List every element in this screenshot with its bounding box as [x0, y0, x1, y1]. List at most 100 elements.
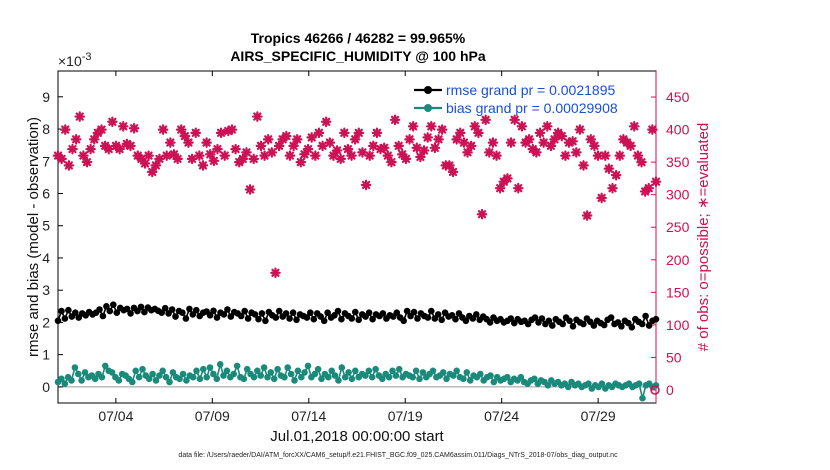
evaluated-point: [346, 150, 357, 161]
evaluated-point: [125, 140, 136, 152]
bias-point: [91, 375, 99, 383]
bias-point: [328, 367, 336, 375]
rmse-point: [590, 322, 598, 329]
bias-point: [338, 364, 346, 371]
bias-point: [179, 370, 187, 378]
bias-point: [61, 380, 69, 388]
evaluated-point: [462, 147, 473, 158]
bias-point: [243, 365, 251, 373]
bias-point: [159, 367, 166, 375]
legend-rmse-label: rmse grand pr = 0.0021895: [446, 82, 615, 98]
evaluated-point: [436, 124, 448, 135]
bias-point: [639, 394, 646, 402]
evaluated-point: [273, 140, 285, 152]
bias-point: [379, 375, 386, 383]
evaluated-point: [603, 163, 615, 174]
evaluated-point: [96, 124, 107, 135]
bias-point: [325, 373, 332, 381]
evaluated-point: [596, 192, 607, 204]
evaluated-point: [194, 150, 205, 161]
rmse-point: [251, 311, 259, 318]
evaluated-point: [505, 137, 517, 148]
evaluated-point: [172, 153, 183, 165]
rmse-point: [286, 315, 293, 322]
bias-point: [176, 375, 183, 383]
evaluated-point: [444, 160, 455, 171]
bias-point: [216, 361, 224, 368]
evaluated-point: [306, 132, 317, 143]
rmse-point: [628, 324, 636, 331]
bias-point: [477, 370, 484, 378]
rmse-point: [545, 317, 553, 325]
bias-point: [348, 375, 356, 383]
evaluated-point: [212, 143, 223, 155]
y-left-tick-label: 3: [42, 282, 50, 298]
bias-point: [544, 382, 552, 389]
rmse-point: [182, 315, 190, 322]
evaluated-point: [154, 153, 165, 165]
evaluated-point: [578, 160, 589, 171]
bias-point: [156, 372, 163, 379]
evaluated-point: [284, 150, 296, 161]
evaluated-series: [52, 111, 662, 279]
bias-point: [487, 372, 494, 379]
rmse-point: [210, 307, 217, 315]
bias-point: [210, 370, 217, 378]
y-right-tick-label: 400: [666, 122, 690, 138]
y-axis-right: 0 50 100 150 200 250 300 350 400 450: [651, 71, 690, 403]
rmse-point: [293, 316, 300, 324]
rmse-point: [289, 309, 297, 317]
evaluated-point: [483, 147, 495, 158]
evaluated-point: [310, 150, 321, 161]
evaluated-point: [175, 124, 187, 135]
rmse-point: [172, 313, 179, 320]
evaluated-point: [85, 143, 96, 155]
evaluated-point: [549, 134, 560, 145]
evaluated-point: [480, 114, 491, 126]
x-axis-label: Jul.01,2018 00:00:00 start: [270, 428, 444, 445]
x-tick-label: 07/24: [484, 408, 519, 424]
evaluated-point: [136, 153, 147, 165]
bias-point: [389, 367, 396, 375]
bias-point: [166, 378, 173, 386]
rmse-point: [549, 322, 556, 329]
evaluated-point: [636, 156, 647, 168]
evaluated-point: [647, 124, 658, 135]
y-right-tick-label: 0: [666, 382, 674, 398]
evaluated-point: [607, 182, 618, 194]
evaluated-point: [567, 136, 578, 147]
bias-point: [385, 373, 393, 381]
rmse-point: [486, 319, 494, 326]
evaluated-point: [74, 111, 86, 122]
evaluated-point: [411, 142, 423, 154]
exponent-label: ×10-3: [58, 51, 92, 69]
bias-point: [267, 369, 275, 376]
evaluated-point: [581, 210, 593, 221]
rmse-point: [99, 312, 107, 320]
evaluated-point: [266, 147, 278, 158]
evaluated-point: [237, 153, 249, 165]
rmse-point: [365, 309, 373, 317]
bias-point: [352, 367, 359, 375]
exponent-power: -3: [82, 51, 92, 63]
bias-point: [169, 369, 177, 376]
evaluated-point: [179, 130, 191, 142]
y-axis-left-label: rmse and bias (model - observation): [25, 117, 42, 357]
evaluated-point: [541, 121, 553, 132]
evaluated-point: [353, 127, 365, 139]
x-tick-label: 07/04: [98, 408, 133, 424]
y-right-tick-label: 150: [666, 284, 690, 300]
bias-point: [115, 377, 123, 384]
bias-point: [58, 375, 65, 383]
evaluated-point: [563, 137, 575, 148]
evaluated-point: [650, 176, 662, 187]
evaluated-point: [447, 166, 459, 178]
rmse-point: [600, 321, 608, 329]
bias-point: [287, 370, 295, 378]
rmse-point: [241, 307, 248, 315]
evaluated-point: [146, 166, 158, 178]
evaluated-point: [643, 182, 655, 194]
rmse-point: [103, 303, 110, 310]
evaluated-point: [190, 127, 202, 139]
evaluated-point: [560, 150, 571, 161]
